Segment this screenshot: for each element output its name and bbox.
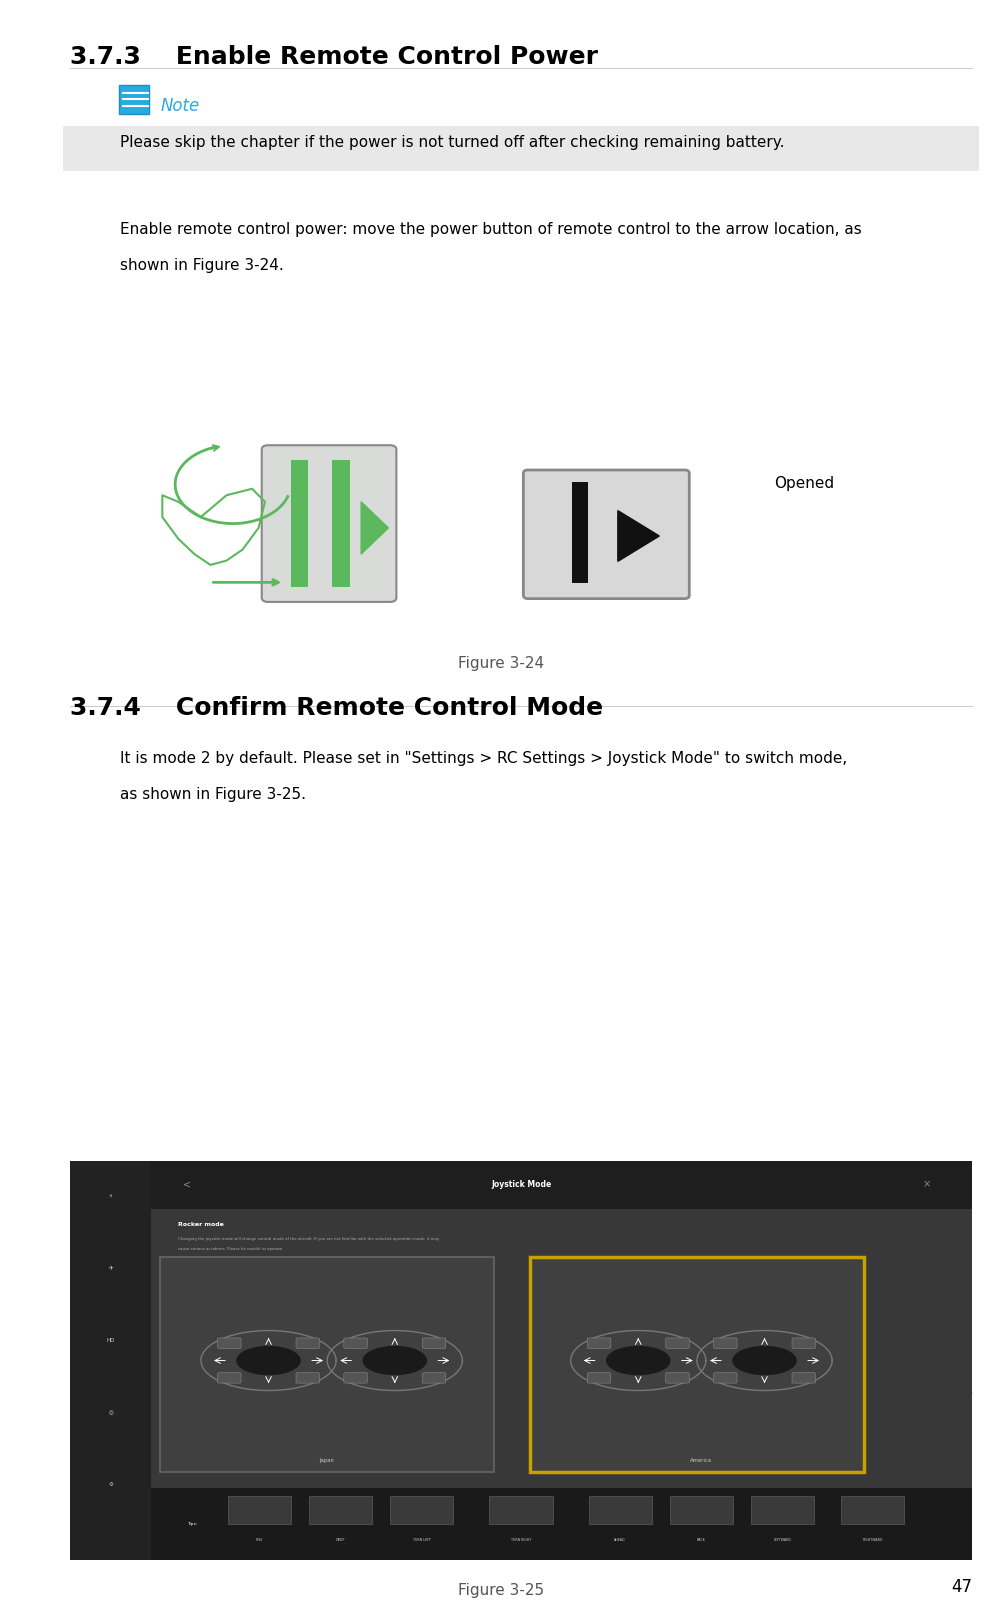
Text: 3.8  Enable Aircraft Power: 3.8 Enable Aircraft Power [70, 1386, 481, 1414]
FancyBboxPatch shape [63, 126, 979, 171]
Text: 3.7.3    Enable Remote Control Power: 3.7.3 Enable Remote Control Power [70, 45, 598, 69]
Text: Figure 3-25: Figure 3-25 [458, 1583, 544, 1597]
Text: Note: Note [160, 97, 199, 114]
Text: Please skip the chapter if the power is not turned off after checking remaining : Please skip the chapter if the power is … [120, 135, 785, 150]
Text: for 3 seconds. It means successful power-on when the power indicator light becom: for 3 seconds. It means successful power… [120, 1502, 851, 1517]
Text: shown in Figure 3-24.: shown in Figure 3-24. [120, 258, 284, 272]
Text: relations.: relations. [120, 1328, 191, 1343]
Text: as shown in Figure 3-25.: as shown in Figure 3-25. [120, 787, 307, 801]
Text: There is a power switch below the aircraft tail. First, short press it once and : There is a power switch below the aircra… [120, 1467, 838, 1481]
Text: 47: 47 [951, 1578, 972, 1596]
Text: It is mode 2 by default. Please set in "Settings > RC Settings > Joystick Mode" : It is mode 2 by default. Please set in "… [120, 751, 848, 766]
Text: Enable remote control power: move the power button of remote control to the arro: Enable remote control power: move the po… [120, 222, 862, 237]
Text: Please refer to "4.2.4 Manual Flight Control" for remote control mode and its co: Please refer to "4.2.4 Manual Flight Con… [120, 1293, 822, 1307]
Text: Figure 3-24: Figure 3-24 [458, 656, 544, 671]
Text: Opened: Opened [775, 476, 835, 492]
Text: 3.7.4    Confirm Remote Control Mode: 3.7.4 Confirm Remote Control Mode [70, 696, 603, 721]
